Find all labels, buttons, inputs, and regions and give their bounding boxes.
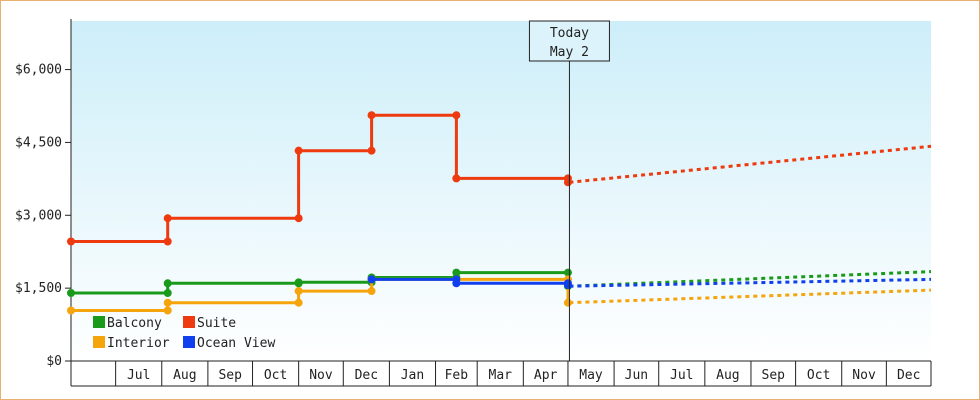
x-tick-label: Feb <box>445 368 469 383</box>
x-tick-label: Aug <box>173 368 196 383</box>
legend-swatch <box>93 316 105 328</box>
data-point <box>294 287 303 296</box>
plot-area <box>71 21 931 361</box>
today-marker: Today May 2 <box>528 20 610 361</box>
data-point <box>163 279 172 288</box>
x-tick-label: Mar <box>489 368 513 383</box>
y-tick-label: $1,500 <box>15 281 62 296</box>
x-tick-label: Dec <box>355 368 378 383</box>
x-tick-label: Nov <box>309 368 333 383</box>
data-point <box>452 279 461 288</box>
legend-swatch <box>93 336 105 348</box>
x-tick-label: Dec <box>897 368 920 383</box>
x-tick-label: Sep <box>218 368 242 383</box>
data-point <box>67 306 75 315</box>
data-point <box>563 298 572 307</box>
y-tick-label: $3,000 <box>15 208 62 223</box>
x-tick-label: Apr <box>534 368 558 383</box>
x-tick-label: Nov <box>852 368 876 383</box>
data-point <box>163 237 172 246</box>
data-point <box>452 111 461 120</box>
legend-label: Ocean View <box>197 336 275 351</box>
data-point <box>67 289 75 297</box>
data-point <box>163 298 172 307</box>
today-date: May 2 <box>550 45 589 60</box>
data-point <box>563 178 572 187</box>
data-point <box>367 275 376 284</box>
data-point <box>367 146 376 155</box>
data-point <box>294 146 303 155</box>
data-point <box>163 289 172 297</box>
data-point <box>367 287 376 296</box>
data-point <box>294 298 303 307</box>
data-point <box>67 237 75 246</box>
axes: $0 $1,500 $3,000 $4,500 $6,000 Jul Aug Sep Oct No… <box>15 19 932 387</box>
x-tick-label: Jul <box>670 368 693 383</box>
today-box <box>528 20 610 62</box>
legend-label: Suite <box>197 316 236 331</box>
data-point <box>163 214 172 223</box>
x-tick-label: Oct <box>264 368 287 383</box>
x-tick-label: Aug <box>716 368 739 383</box>
y-tick-label: $6,000 <box>15 63 62 78</box>
y-tick-label: $0 <box>46 354 62 369</box>
data-point <box>452 174 461 183</box>
legend: Balcony Suite Interior Ocean View <box>93 316 275 351</box>
today-label: Today <box>550 26 589 41</box>
data-point <box>563 268 572 277</box>
data-point <box>452 268 461 277</box>
data-point <box>294 214 303 223</box>
legend-swatch <box>183 336 195 348</box>
x-tick-label: May <box>579 368 603 383</box>
data-point <box>294 278 303 287</box>
x-tick-label: Jun <box>625 368 648 383</box>
legend-label: Interior <box>107 336 170 351</box>
series-layer <box>67 111 932 315</box>
legend-label: Balcony <box>107 316 162 331</box>
x-tick-label: Sep <box>762 368 786 383</box>
data-point <box>163 306 172 315</box>
legend-swatch <box>183 316 195 328</box>
y-tick-label: $4,500 <box>15 135 62 150</box>
x-tick-label: Jan <box>401 368 424 383</box>
data-point <box>367 111 376 120</box>
x-tick-label: Jul <box>127 368 150 383</box>
x-tick-label: Oct <box>807 368 830 383</box>
